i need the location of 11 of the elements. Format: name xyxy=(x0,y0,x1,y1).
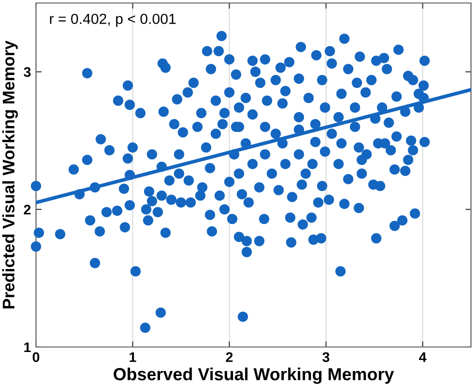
x-tick-label: 4 xyxy=(419,352,426,362)
y-tick-label: 2 xyxy=(24,204,31,214)
y-tick-label: 1 xyxy=(24,342,31,352)
x-axis-title: Observed Visual Working Memory xyxy=(114,368,394,384)
y-axis-title: Predicted Visual Working Memory xyxy=(2,40,18,308)
annotation: r = 0.402, p < 0.001 xyxy=(50,14,176,27)
x-tick-label: 1 xyxy=(130,352,136,362)
x-tick-label: 3 xyxy=(322,352,330,362)
y-tick-label: 3 xyxy=(24,67,31,77)
x-tick-label: 0 xyxy=(32,352,40,362)
x-tick-label: 2 xyxy=(226,352,233,362)
